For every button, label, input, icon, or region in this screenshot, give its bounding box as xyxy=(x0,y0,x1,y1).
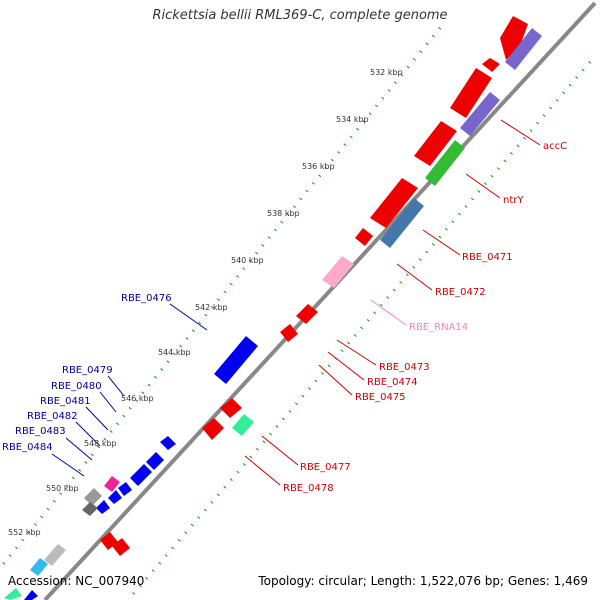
gene-feature-teal[interactable] xyxy=(232,414,254,436)
kbp-label: 536 kbp xyxy=(302,162,335,171)
topology-summary: Topology: circular; Length: 1,522,076 bp… xyxy=(258,574,588,588)
kbp-label: 550 kbp xyxy=(46,484,79,493)
gene-label-rbe-rna14[interactable]: RBE_RNA14 xyxy=(409,322,468,333)
gene-label-rbe-0471[interactable]: RBE_0471 xyxy=(462,252,513,263)
gene-label-rbe-0484[interactable]: RBE_0484 xyxy=(2,442,53,453)
gene-feature-fwd[interactable] xyxy=(450,68,492,118)
kbp-label: 542 kbp xyxy=(195,303,228,312)
kbp-label: 538 kbp xyxy=(267,209,300,218)
gene-label-accC[interactable]: accC xyxy=(543,141,567,152)
gene-feature-rev[interactable] xyxy=(160,436,176,450)
kbp-label: 546 kbp xyxy=(121,394,154,403)
gene-label-rbe-0473[interactable]: RBE_0473 xyxy=(379,362,430,373)
gene-feature-fwd[interactable] xyxy=(355,228,373,246)
gene-label-rbe-0481[interactable]: RBE_0481 xyxy=(40,396,91,407)
gene-feature-fwd[interactable] xyxy=(280,324,298,342)
gene-label-rbe-0480[interactable]: RBE_0480 xyxy=(51,381,102,392)
gene-label-rbe-0479[interactable]: RBE_0479 xyxy=(62,365,113,376)
gene-feature-rev[interactable] xyxy=(24,590,38,600)
gene-label-rbe-0472[interactable]: RBE_0472 xyxy=(435,287,486,298)
genome-title: Rickettsia bellii RML369-C, complete gen… xyxy=(152,8,448,23)
reverse-gene-labels: RBE_0476 RBE_0479 RBE_0480 RBE_0481 RBE_… xyxy=(2,293,172,453)
gene-feature-gray[interactable] xyxy=(44,544,66,566)
gene-label-rbe-0477[interactable]: RBE_0477 xyxy=(300,462,351,473)
gene-feature-rev[interactable] xyxy=(130,464,152,486)
gene-label-rbe-0482[interactable]: RBE_0482 xyxy=(27,411,78,422)
gene-feature-fwd[interactable] xyxy=(112,538,130,556)
forward-gene-labels: accC ntrY RBE_0471 RBE_0472 RBE_RNA14 RB… xyxy=(283,141,567,494)
accession-text: Accession: NC_007940 xyxy=(8,574,145,588)
gene-feature-gray[interactable] xyxy=(82,502,98,516)
gene-feature-rev[interactable] xyxy=(214,336,258,384)
gene-feature-steelblue[interactable] xyxy=(380,198,424,248)
gene-feature-green[interactable] xyxy=(425,140,465,186)
gene-label-rbe-0483[interactable]: RBE_0483 xyxy=(15,426,66,437)
gene-feature-fwd[interactable] xyxy=(220,398,242,418)
inner-tick-track xyxy=(126,61,592,600)
kbp-label: 548 kbp xyxy=(84,439,117,448)
kbp-label: 532 kbp xyxy=(370,68,403,77)
gene-feature-fwd[interactable] xyxy=(370,178,418,228)
gene-feature-fwd[interactable] xyxy=(414,121,457,166)
gene-feature-magenta[interactable] xyxy=(104,476,120,492)
rna-feature[interactable] xyxy=(322,256,354,288)
kbp-label: 552 kbp xyxy=(8,528,41,537)
kbp-label: 544 kbp xyxy=(158,348,191,357)
leader-lines xyxy=(51,119,541,486)
gene-feature-fwd[interactable] xyxy=(500,16,528,60)
gene-feature-gray[interactable] xyxy=(84,488,102,506)
gene-feature-cyan[interactable] xyxy=(30,558,48,576)
gene-feature-fwd[interactable] xyxy=(202,418,224,440)
genome-backbone xyxy=(43,1,597,600)
gene-feature-rev[interactable] xyxy=(96,500,110,514)
kbp-labels: 532 kbp 534 kbp 536 kbp 538 kbp 540 kbp … xyxy=(8,68,403,537)
kbp-label: 534 kbp xyxy=(336,115,369,124)
gene-label-ntrY[interactable]: ntrY xyxy=(503,195,524,206)
gene-label-rbe-0478[interactable]: RBE_0478 xyxy=(283,483,334,494)
gene-feature-purple[interactable] xyxy=(505,28,542,70)
gene-feature-rev[interactable] xyxy=(108,490,122,504)
gene-feature-teal[interactable] xyxy=(4,588,22,600)
kbp-label: 540 kbp xyxy=(231,256,264,265)
gene-label-rbe-0474[interactable]: RBE_0474 xyxy=(367,377,418,388)
gene-label-rbe-0475[interactable]: RBE_0475 xyxy=(355,392,406,403)
gene-feature-purple[interactable] xyxy=(460,92,500,136)
gene-feature-fwd[interactable] xyxy=(482,58,500,72)
gene-feature-fwd[interactable] xyxy=(296,304,318,324)
gene-feature-rev[interactable] xyxy=(118,482,132,496)
gene-feature-rev[interactable] xyxy=(146,452,164,470)
gene-label-rbe-0476[interactable]: RBE_0476 xyxy=(121,293,172,304)
outer-tick-track xyxy=(0,27,442,569)
